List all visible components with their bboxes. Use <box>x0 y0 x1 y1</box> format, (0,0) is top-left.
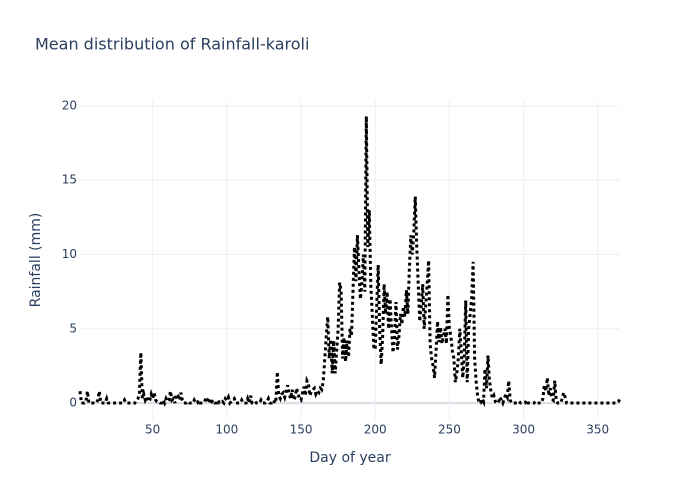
y-tick-label: 5 <box>69 321 77 335</box>
x-tick-label: 150 <box>290 423 313 437</box>
y-tick-label: 0 <box>69 396 77 410</box>
x-tick-label: 300 <box>512 423 535 437</box>
x-axis-title: Day of year <box>309 450 391 466</box>
chart-title: Mean distribution of Rainfall-karoli <box>35 35 309 54</box>
x-tick-label: 250 <box>438 423 461 437</box>
y-tick-label: 15 <box>62 173 77 187</box>
x-tick-label: 100 <box>215 423 238 437</box>
x-tick-label: 200 <box>364 423 387 437</box>
y-axis-title: Rainfall (mm) <box>28 213 44 308</box>
y-tick-label: 10 <box>62 247 77 261</box>
y-tick-label: 20 <box>62 98 77 112</box>
line <box>78 116 622 409</box>
x-tick-label: 50 <box>145 423 160 437</box>
x-tick-label: 350 <box>586 423 609 437</box>
